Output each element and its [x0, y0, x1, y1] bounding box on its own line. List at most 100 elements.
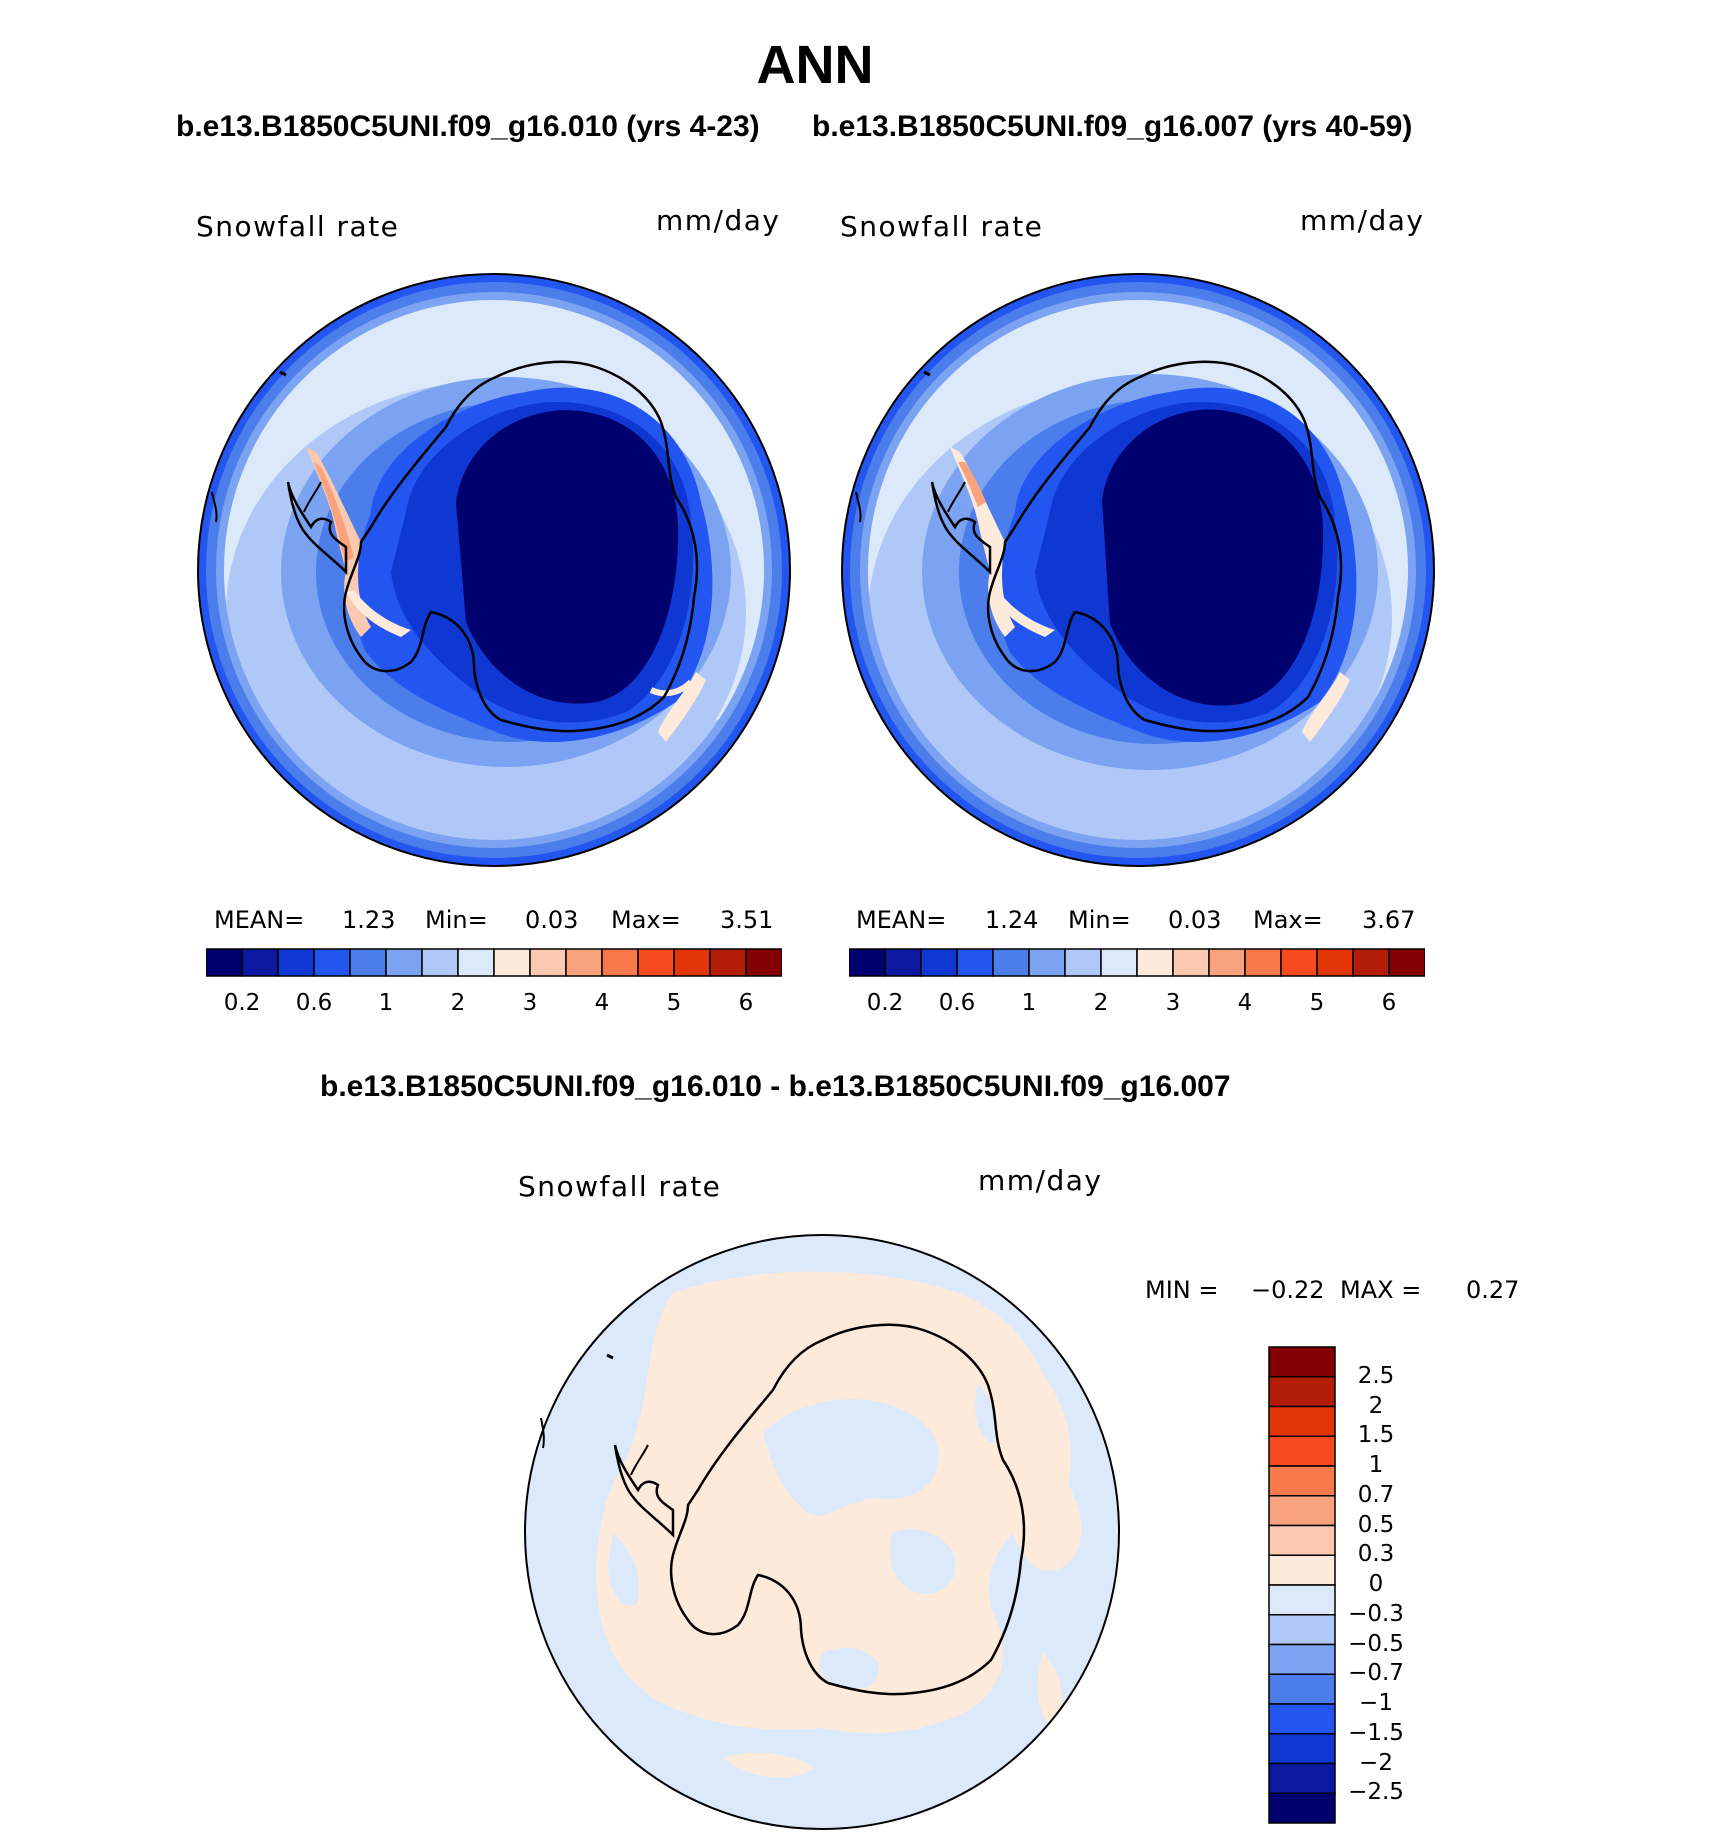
colorbar-diff-tick-label: 1.5	[1357, 1422, 1395, 1449]
colorbar-diff	[1268, 1346, 1336, 1824]
colorbar-left-box	[421, 948, 459, 977]
colorbar-right-tick-label: 0.2	[866, 990, 904, 1016]
colorbar-right-box	[1352, 948, 1390, 977]
colorbar-left-boxes	[206, 948, 782, 977]
colorbar-diff-tick-label: 2	[1368, 1392, 1384, 1419]
mean-value-left: 1.23	[342, 906, 396, 934]
max-value-left: 3.51	[720, 906, 774, 934]
min-label-right: Min=	[1068, 906, 1131, 934]
colorbar-right-box	[1208, 948, 1246, 977]
colorbar-diff-box	[1268, 1405, 1336, 1437]
mean-label-right: MEAN=	[856, 906, 947, 934]
max-label-right: Max=	[1253, 906, 1323, 934]
colorbar-right-box	[1064, 948, 1102, 977]
colorbar-right-box	[1136, 948, 1174, 977]
colorbar-right-box	[992, 948, 1030, 977]
colorbar-diff-tick-label: −1	[1359, 1690, 1393, 1716]
colorbar-right-box	[1172, 948, 1210, 977]
colorbar-diff-tick-label: −0.3	[1348, 1600, 1404, 1627]
colorbar-left-box	[673, 948, 711, 977]
case-title-right: b.e13.B1850C5UNI.f09_g16.007 (yrs 40-59)	[812, 110, 1413, 143]
colorbar-diff-box	[1268, 1346, 1336, 1378]
case-title-left: b.e13.B1850C5UNI.f09_g16.010 (yrs 4-23)	[176, 110, 760, 143]
colorbar-right-box	[884, 948, 922, 977]
colorbar-diff-box	[1268, 1733, 1336, 1765]
colorbar-left-box	[637, 948, 675, 977]
colorbar-left-box	[745, 948, 782, 977]
colorbar-right-box	[1316, 948, 1354, 977]
diff-title: b.e13.B1850C5UNI.f09_g16.010 - b.e13.B18…	[320, 1070, 1231, 1103]
colorbar-right-box	[1280, 948, 1318, 977]
max-label-left: Max=	[611, 906, 681, 934]
colorbar-diff-tick-label: −1.5	[1348, 1719, 1404, 1746]
colorbar-left-tick-label: 4	[594, 990, 610, 1016]
colorbar-diff-tick-label: −2	[1359, 1749, 1393, 1776]
max-value-right: 3.67	[1362, 906, 1416, 934]
colorbar-left-tick-label: 3	[522, 990, 538, 1016]
colorbar-diff-tick-label: 2.5	[1357, 1362, 1395, 1389]
mean-label-left: MEAN=	[214, 906, 305, 934]
diff-min-label: MIN =	[1145, 1276, 1219, 1304]
diff-min-value: −0.22	[1251, 1276, 1325, 1304]
variable-label-right: Snowfall rate	[840, 210, 1044, 243]
colorbar-diff-tick-label: −0.7	[1348, 1660, 1404, 1687]
variable-label-left: Snowfall rate	[196, 210, 400, 243]
colorbar-diff-tick-label: 0.3	[1357, 1541, 1395, 1568]
colorbar-left	[206, 948, 782, 977]
colorbar-diff-box	[1268, 1554, 1336, 1586]
mean-value-right: 1.24	[985, 906, 1039, 934]
colorbar-right-tick-label: 1	[1021, 990, 1037, 1016]
colorbar-diff-box	[1268, 1376, 1336, 1408]
colorbar-right-box	[920, 948, 958, 977]
map-left	[197, 273, 791, 867]
colorbar-left-tick-label: 6	[738, 990, 754, 1016]
colorbar-left-tick-label: 0.6	[295, 990, 333, 1016]
units-label-right: mm/day	[1300, 204, 1425, 237]
colorbar-right	[849, 948, 1425, 977]
min-label-left: Min=	[425, 906, 488, 934]
colorbar-left-box	[601, 948, 639, 977]
colorbar-right-box	[1388, 948, 1425, 977]
colorbar-diff-tick-label: 0	[1368, 1571, 1384, 1597]
colorbar-diff-tick-label: −0.5	[1348, 1630, 1404, 1657]
colorbar-diff-box	[1268, 1792, 1336, 1824]
colorbar-diff-box	[1268, 1435, 1336, 1467]
colorbar-diff-box	[1268, 1524, 1336, 1556]
colorbar-left-box	[313, 948, 351, 977]
colorbar-diff-box	[1268, 1495, 1336, 1527]
colorbar-diff-boxes	[1268, 1346, 1336, 1824]
colorbar-left-box	[206, 948, 243, 977]
figure-title: ANN	[756, 35, 874, 95]
colorbar-diff-box	[1268, 1673, 1336, 1705]
colorbar-diff-tick-label: 0.7	[1357, 1481, 1395, 1508]
colorbar-left-box	[529, 948, 567, 977]
colorbar-diff-box	[1268, 1465, 1336, 1497]
colorbar-diff-box	[1268, 1584, 1336, 1616]
map-diff	[524, 1234, 1120, 1830]
colorbar-left-tick-label: 1	[378, 990, 394, 1016]
map-right	[841, 273, 1435, 867]
min-value-left: 0.03	[525, 906, 579, 934]
colorbar-diff-box	[1268, 1643, 1336, 1675]
colorbar-left-tick-label: 0.2	[223, 990, 261, 1016]
min-value-right: 0.03	[1168, 906, 1222, 934]
colorbar-right-tick-label: 4	[1237, 990, 1253, 1016]
diff-units-label: mm/day	[978, 1164, 1103, 1197]
colorbar-left-box	[241, 948, 279, 977]
colorbar-right-tick-label: 6	[1381, 990, 1397, 1016]
colorbar-right-boxes	[849, 948, 1425, 977]
colorbar-diff-box	[1268, 1703, 1336, 1735]
diff-variable-label: Snowfall rate	[518, 1170, 722, 1203]
colorbar-right-tick-label: 2	[1093, 990, 1109, 1016]
units-label-left: mm/day	[656, 204, 781, 237]
colorbar-diff-box	[1268, 1762, 1336, 1794]
colorbar-left-tick-label: 2	[450, 990, 466, 1016]
diff-max-value: 0.27	[1466, 1276, 1520, 1304]
colorbar-right-box	[1100, 948, 1138, 977]
colorbar-right-box	[849, 948, 886, 977]
colorbar-right-tick-label: 5	[1309, 990, 1325, 1016]
colorbar-left-box	[493, 948, 531, 977]
colorbar-right-box	[956, 948, 994, 977]
colorbar-diff-tick-label: 0.5	[1357, 1511, 1395, 1538]
colorbar-right-tick-label: 3	[1165, 990, 1181, 1016]
